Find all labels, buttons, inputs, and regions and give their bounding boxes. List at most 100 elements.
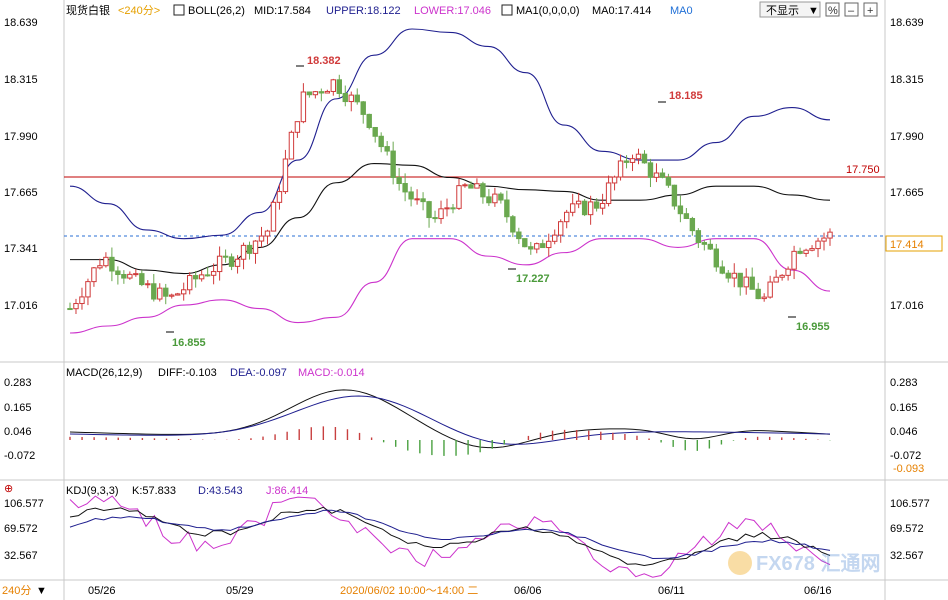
candle-body [569, 203, 576, 213]
macd-yaxis: 0.283 0.165 0.046 -0.072 0.283 0.165 0.0… [4, 377, 924, 475]
candle-body [450, 207, 456, 210]
candle-body [510, 216, 516, 233]
xtick-0: 05/26 [88, 585, 116, 597]
candle-body [683, 213, 690, 219]
kdj-ytick-left-0: 106.577 [4, 498, 44, 510]
candle-body [282, 158, 289, 193]
boll-mid-line [70, 162, 831, 275]
candle-body [97, 265, 103, 269]
candle-body [198, 274, 205, 280]
candle-body [803, 249, 809, 254]
candlesticks [67, 74, 833, 315]
macd-ytick-right-2: 0.046 [890, 426, 918, 438]
settings-button[interactable] [825, 2, 840, 17]
candle-body [587, 201, 594, 216]
candle-body [653, 172, 660, 178]
macd-ytick-left-2: 0.046 [4, 426, 32, 438]
display-dropdown[interactable] [759, 1, 821, 18]
ytick-right-2: 17.990 [890, 131, 924, 143]
candle-body [581, 200, 588, 216]
kdj-title: KDJ(9,3,3) [66, 485, 119, 497]
candle-body [755, 288, 761, 300]
candle-body [276, 191, 283, 203]
toolbar-right: 不显示 ▼ % – + [759, 1, 878, 18]
candle-body [181, 289, 187, 295]
kdj-j-line [69, 495, 831, 578]
ytick-left-4: 17.341 [4, 243, 38, 255]
kdj-plot [69, 495, 831, 578]
candle-body [617, 160, 624, 178]
candle-body [264, 230, 271, 237]
crosshair-icon[interactable]: ⊕ [4, 483, 13, 495]
candle-body [528, 246, 534, 250]
candle-body [91, 267, 97, 283]
candle-body [611, 176, 618, 184]
candle-body [354, 94, 360, 103]
candle-body [210, 271, 217, 276]
main-legend: 现货白银 <240分> BOLL(26,2) MID:17.584 UPPER:… [66, 3, 693, 17]
candle-body [629, 158, 636, 163]
xtick-3: 06/11 [658, 585, 685, 597]
macd-dea: DEA:-0.097 [230, 367, 287, 379]
macd-ytick-left-3: -0.072 [4, 450, 35, 462]
candle-body [151, 283, 157, 300]
xtick-4: 06/16 [804, 585, 832, 597]
xaxis-period-chevron-icon[interactable]: ▼ [36, 585, 47, 597]
candle-body [647, 162, 654, 178]
candle-body [252, 240, 259, 254]
candle-body [366, 113, 372, 128]
candle-body [563, 211, 570, 223]
candle-body [360, 101, 366, 115]
candle-body [623, 160, 630, 163]
candle-body [815, 240, 821, 250]
minus-button[interactable] [844, 2, 859, 17]
period-label[interactable]: <240分> [118, 4, 160, 17]
plus-button[interactable] [863, 2, 878, 17]
candle-body [809, 248, 815, 251]
display-dropdown-label: 不显示 [766, 4, 799, 17]
macd-plot [69, 389, 831, 456]
symbol-label: 现货白银 [66, 3, 110, 17]
candle-body [324, 90, 331, 94]
macd-value: MACD:-0.014 [298, 367, 365, 379]
kdj-d: D:43.543 [198, 485, 243, 497]
boll-upper: UPPER:18.122 [326, 5, 401, 17]
minus-icon: – [848, 5, 855, 17]
candle-body [546, 240, 552, 249]
candle-body [270, 201, 277, 232]
ytick-right-0: 18.639 [890, 17, 924, 29]
xaxis-period[interactable]: 240分 [2, 584, 31, 597]
candle-body [797, 250, 803, 254]
candle-body [318, 91, 325, 94]
candle-body [73, 303, 79, 310]
candle-body [767, 281, 773, 298]
candle-body [444, 207, 450, 210]
candle-body [659, 172, 666, 178]
candle-body [222, 255, 229, 258]
candle-body [677, 205, 684, 215]
annotation-high2: 18.185 [669, 90, 703, 102]
candle-body [396, 176, 402, 185]
boll-toggle-icon[interactable] [173, 4, 185, 16]
kdj-ytick-right-1: 69.572 [890, 523, 924, 535]
macd-ytick-right-0: 0.283 [890, 377, 918, 389]
ma-toggle-icon[interactable] [501, 4, 513, 16]
kdj-ytick-right-2: 32.567 [890, 550, 924, 562]
ytick-left-3: 17.665 [4, 187, 38, 199]
candle-body [390, 150, 396, 178]
crosshair-label: 2020/06/02 10:00～14:00 二 [340, 585, 478, 597]
candle-body [145, 283, 151, 286]
candle-body [288, 131, 295, 160]
candle-body [456, 185, 462, 209]
chevron-down-icon: ▼ [808, 5, 819, 17]
candle-body [689, 217, 696, 232]
kdj-k: K:57.833 [132, 485, 176, 497]
candle-body [432, 217, 438, 220]
xtick-2: 06/06 [514, 585, 542, 597]
candle-body [234, 258, 241, 267]
candle-body [671, 184, 678, 207]
kdj-ytick-right-0: 106.577 [890, 498, 930, 510]
candle-body [408, 191, 414, 200]
macd-title: MACD(26,12,9) [66, 367, 142, 379]
